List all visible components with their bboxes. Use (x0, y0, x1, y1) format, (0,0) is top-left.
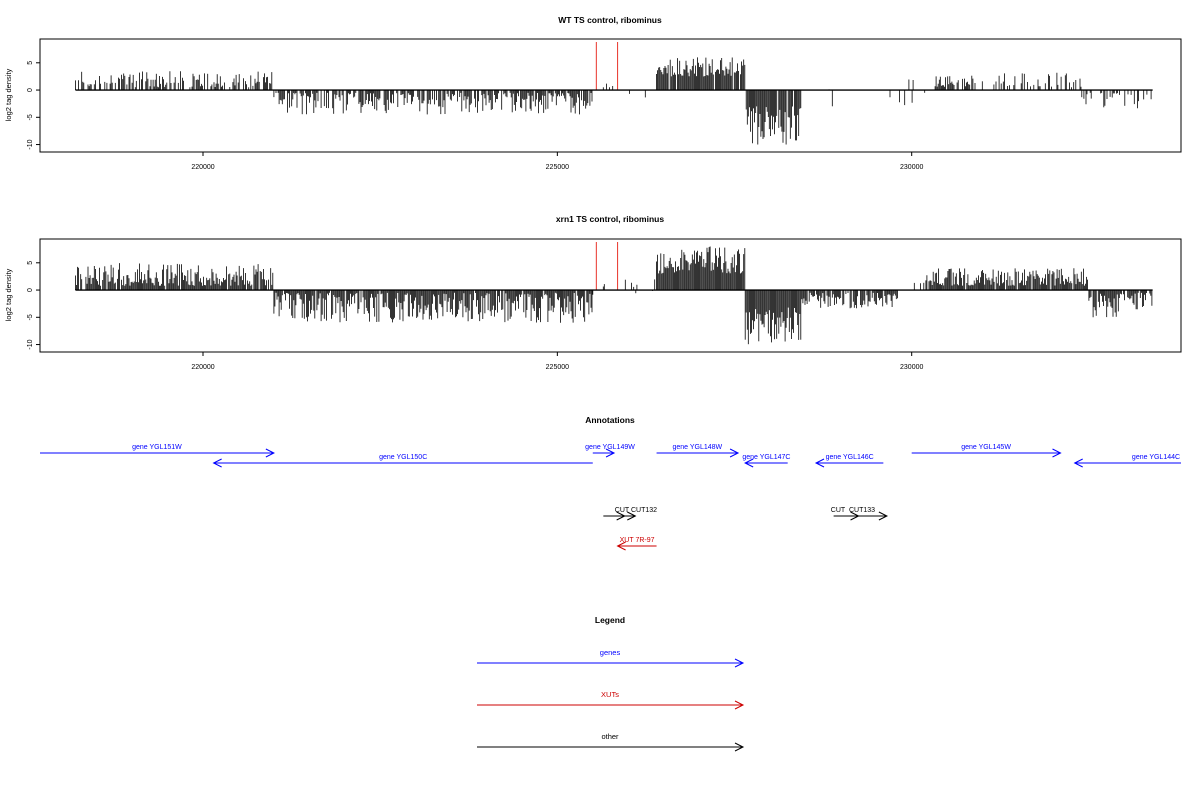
y-tick-label: 5 (27, 261, 34, 265)
feature-label: gene YGL151W (132, 444, 182, 451)
feature-track: gene YGL151W gene YGL150C gene YGL149W gene… (40, 444, 1181, 551)
legend-item-gene: genes (477, 648, 745, 668)
feature-arrow-head (734, 658, 745, 668)
feature-gene: gene YGL145W (911, 444, 1062, 458)
feature-other: CUT (603, 507, 630, 521)
y-tick-label: -10 (27, 339, 34, 349)
x-tick-label: 225000 (546, 364, 569, 371)
feature-arrow-head (734, 742, 745, 752)
xrn1-signal-bars (75, 246, 1153, 345)
feature-label: CUT (831, 507, 846, 514)
feature-label: CUT (615, 507, 630, 514)
x-tick-label: 220000 (191, 364, 214, 371)
wt-highlight-lines (595, 42, 619, 91)
feature-arrow-head (265, 448, 275, 458)
legend-item-other: other (477, 732, 745, 752)
xrn1-y-axis-label: log2 tag density (4, 268, 13, 321)
feature-gene: gene YGL147C (742, 454, 790, 468)
feature-arrow-head (616, 541, 626, 551)
legend-items: genes XUTs other (477, 648, 745, 752)
feature-arrow-head (212, 458, 222, 468)
x-tick-label: 220000 (191, 164, 214, 171)
feature-gene: gene YGL148W (656, 444, 740, 458)
feature-arrow-head (627, 511, 637, 521)
feature-xut: XUT 7R-97 (616, 537, 657, 551)
annotations-title: Annotations (585, 415, 635, 425)
feature-label: gene YGL150C (379, 454, 427, 461)
feature-label: gene YGL145W (961, 444, 1011, 451)
feature-label: gene YGL149W (585, 444, 635, 451)
y-tick-label: -10 (27, 139, 34, 149)
feature-arrow-head (734, 700, 745, 710)
feature-gene: gene YGL149W (585, 444, 635, 458)
feature-arrow-head (1073, 458, 1083, 468)
xrn1-highlight-lines (595, 242, 619, 291)
legend-label: XUTs (601, 690, 619, 699)
x-tick-label: 230000 (900, 164, 923, 171)
wt-plot-frame (39, 38, 1182, 153)
x-tick-label: 230000 (900, 364, 923, 371)
y-tick-label: -5 (27, 114, 34, 120)
legend-label: other (601, 732, 619, 741)
legend-section: Legend genes XUTs other (477, 615, 745, 752)
feature-arrow-head (878, 511, 889, 521)
feature-other: CUT132 (603, 507, 657, 521)
feature-label: gene YGL147C (742, 454, 790, 461)
feature-label: CUT133 (849, 507, 875, 514)
wt-y-axis: 5 0 -5 -10 (27, 61, 40, 150)
y-tick-label: 5 (27, 61, 34, 65)
xrn1-track-title: xrn1 TS control, ribominus (556, 214, 664, 224)
xrn1-track-panel: xrn1 TS control, ribominus 5 0 -5 -10 22000… (4, 214, 1182, 371)
feature-gene: gene YGL146C (814, 454, 884, 468)
feature-arrow-head (729, 448, 740, 458)
feature-arrow-head (1052, 448, 1062, 458)
feature-arrow-head (605, 448, 616, 458)
xrn1-x-axis: 220000 225000 230000 (191, 352, 923, 371)
x-tick-label: 225000 (546, 164, 569, 171)
feature-label: gene YGL144C (1132, 454, 1180, 461)
legend-label: genes (600, 648, 621, 657)
feature-gene: gene YGL144C (1073, 454, 1181, 468)
feature-gene: gene YGL150C (212, 454, 593, 468)
feature-label: gene YGL148W (672, 444, 722, 451)
xrn1-y-axis: 5 0 -5 -10 (27, 261, 40, 350)
xrn1-plot-frame (39, 238, 1182, 353)
feature-label: XUT 7R-97 (620, 537, 655, 544)
y-tick-label: 0 (27, 288, 34, 292)
wt-track-title: WT TS control, ribominus (558, 15, 662, 25)
wt-track-panel: WT TS control, ribominus 50-5-10 220000 2… (4, 15, 1182, 171)
wt-x-axis: 220000 225000 230000 (191, 152, 923, 171)
feature-label: gene YGL146C (826, 454, 874, 461)
wt-y-axis-label: log2 tag density (4, 68, 13, 121)
y-tick-label: 0 (27, 88, 34, 92)
feature-label: CUT132 (631, 507, 657, 514)
feature-gene: gene YGL151W (40, 444, 275, 458)
legend-title: Legend (595, 615, 625, 625)
feature-arrow-head (744, 458, 754, 468)
y-tick-label: -5 (27, 314, 34, 320)
feature-arrow-head (814, 458, 825, 468)
legend-item-xut: XUTs (477, 690, 745, 710)
feature-other: CUT133 (833, 507, 889, 521)
wt-signal-bars (75, 57, 1153, 145)
